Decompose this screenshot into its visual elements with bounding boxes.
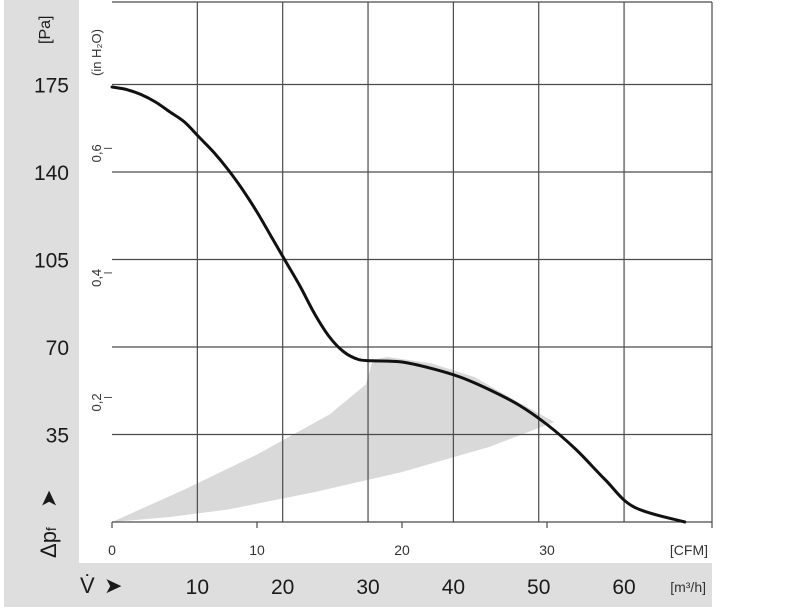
pa-tick-label-35: 35	[46, 425, 69, 448]
grid-layer	[104, 1, 713, 528]
fan-curve-line	[110, 85, 687, 524]
m3h-unit-label: [m³/h]	[670, 579, 706, 595]
curve-layer	[110, 85, 687, 524]
m3h-tick-label-40: 40	[442, 576, 465, 599]
pressure-symbol: Δpf	[36, 527, 61, 558]
cfm-unit-label: [CFM]	[670, 542, 708, 558]
pa-tick-label-70: 70	[46, 337, 69, 360]
inh2o-unit-label: (in H₂O)	[89, 29, 104, 76]
m3h-tick-label-50: 50	[527, 576, 550, 599]
inh2o-tick-label-2: 0,6	[89, 144, 104, 162]
m3h-tick-label-20: 20	[271, 576, 294, 599]
pressure-arrow-icon: ➤	[36, 490, 61, 508]
pa-unit-label: [Pa]	[37, 16, 54, 44]
cfm-tick-label-30: 30	[539, 542, 555, 558]
bottom-axis-band	[4, 563, 712, 607]
m3h-tick-label-60: 60	[612, 576, 635, 599]
flow-arrow-icon: ➤	[104, 573, 122, 598]
pa-tick-label-105: 105	[34, 250, 69, 273]
cfm-tick-label-10: 10	[249, 542, 265, 558]
m3h-tick-label-10: 10	[186, 576, 209, 599]
inh2o-tick-label-0: 0,2	[89, 393, 104, 411]
pa-tick-label-140: 140	[34, 162, 69, 185]
operating-zone-layer	[112, 357, 555, 522]
cfm-tick-label-20: 20	[394, 542, 410, 558]
left-axis-band	[4, 0, 79, 563]
pa-tick-label-175: 175	[34, 75, 69, 98]
inh2o-tick-label-1: 0,4	[89, 269, 104, 287]
operating-zone-area	[112, 357, 555, 522]
cfm-tick-label-0: 0	[108, 542, 116, 558]
m3h-tick-label-30: 30	[356, 576, 379, 599]
flow-symbol: V̇	[80, 573, 95, 598]
label-layer: 35 70 105 140 175 [Pa] (in H₂O) 0,2 0,4 0,6 0 10 20 3…	[34, 16, 708, 599]
